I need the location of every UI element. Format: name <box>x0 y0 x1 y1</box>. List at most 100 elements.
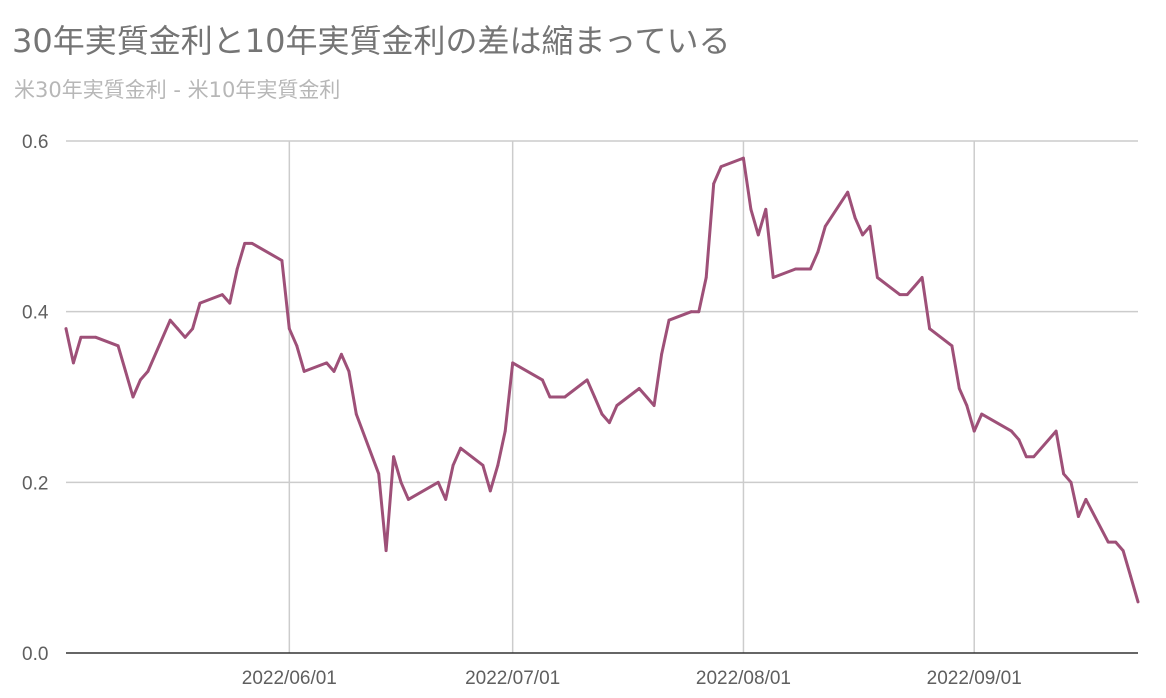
data-point <box>94 335 98 339</box>
data-point <box>637 387 641 390</box>
data-point <box>79 335 83 339</box>
data-point <box>615 404 619 407</box>
data-point <box>801 267 805 271</box>
data-point <box>555 395 559 399</box>
data-point <box>325 361 328 365</box>
data-point <box>876 276 879 279</box>
data-point <box>1136 600 1140 604</box>
data-point <box>868 224 872 228</box>
data-point <box>794 267 797 271</box>
data-point <box>809 267 812 271</box>
data-point <box>1114 540 1118 544</box>
data-point <box>913 284 917 288</box>
data-point <box>980 412 984 416</box>
data-point <box>1069 480 1073 484</box>
data-point <box>957 387 961 390</box>
data-point <box>250 242 254 245</box>
data-point <box>816 250 820 254</box>
data-point <box>853 216 857 220</box>
data-point <box>183 335 187 339</box>
x-tick-label: 2022/08/01 <box>696 668 791 689</box>
data-point <box>972 429 976 433</box>
data-point <box>1121 549 1125 552</box>
data-point <box>898 293 902 296</box>
data-point <box>600 412 604 416</box>
data-point <box>689 310 693 314</box>
data-point <box>905 293 909 296</box>
data-point <box>928 327 931 331</box>
data-point <box>585 378 589 382</box>
data-point <box>861 233 864 237</box>
data-point <box>399 480 403 484</box>
data-point <box>451 463 455 467</box>
data-point <box>124 370 127 373</box>
data-point <box>488 489 492 493</box>
data-point <box>384 549 388 552</box>
data-point <box>295 344 299 348</box>
data-point <box>481 463 485 467</box>
data-point <box>771 276 775 279</box>
data-point <box>548 395 552 399</box>
data-point <box>392 455 395 459</box>
data-point <box>168 318 172 322</box>
series-line <box>64 156 1140 604</box>
data-point <box>950 344 954 348</box>
data-point <box>146 370 150 373</box>
data-point <box>1010 429 1013 433</box>
x-tick-label: 2022/06/01 <box>242 668 337 689</box>
data-point <box>742 156 745 160</box>
data-point <box>1024 455 1028 459</box>
chart-title: 30年実質金利と10年実質金利の差は縮まっている <box>12 22 731 60</box>
data-point <box>1017 438 1021 442</box>
data-point <box>541 378 544 382</box>
data-point <box>340 352 343 356</box>
data-point <box>511 361 515 365</box>
data-point <box>704 276 708 279</box>
data-point <box>139 378 142 382</box>
data-point <box>652 404 656 407</box>
data-point <box>228 301 232 305</box>
y-tick-label: 0.0 <box>22 644 48 665</box>
y-tick-label: 0.6 <box>22 132 48 153</box>
data-point <box>116 344 120 348</box>
data-point <box>347 370 351 373</box>
data-point <box>764 207 768 211</box>
data-point <box>965 404 969 407</box>
data-point <box>697 310 701 314</box>
data-point <box>1062 472 1065 476</box>
data-point <box>302 370 306 373</box>
data-point <box>287 327 291 331</box>
data-point <box>563 395 567 399</box>
data-point <box>756 233 760 237</box>
data-point <box>407 498 410 501</box>
y-tick-label: 0.4 <box>22 303 49 324</box>
data-point <box>1054 429 1058 433</box>
data-point <box>660 352 663 356</box>
data-point <box>1032 455 1036 459</box>
data-point <box>503 429 507 433</box>
data-point <box>243 242 247 245</box>
data-point <box>1106 540 1110 544</box>
data-point <box>131 395 135 399</box>
data-point <box>645 395 649 399</box>
data-point <box>1077 515 1080 518</box>
data-point <box>719 165 723 169</box>
data-point <box>64 327 68 331</box>
data-point <box>72 361 75 365</box>
data-point <box>823 224 827 228</box>
data-point <box>846 190 850 194</box>
x-tick-label: 2022/07/01 <box>465 668 560 689</box>
data-point <box>235 267 239 271</box>
data-point <box>354 412 358 416</box>
data-point <box>220 293 224 296</box>
data-point <box>920 276 924 279</box>
data-point <box>496 463 500 467</box>
data-point <box>1084 498 1088 501</box>
data-point <box>459 446 462 450</box>
data-point <box>444 498 448 501</box>
x-tick-label: 2022/09/01 <box>927 668 1022 689</box>
data-point <box>198 301 202 305</box>
data-point <box>667 318 671 322</box>
data-point <box>280 259 284 262</box>
